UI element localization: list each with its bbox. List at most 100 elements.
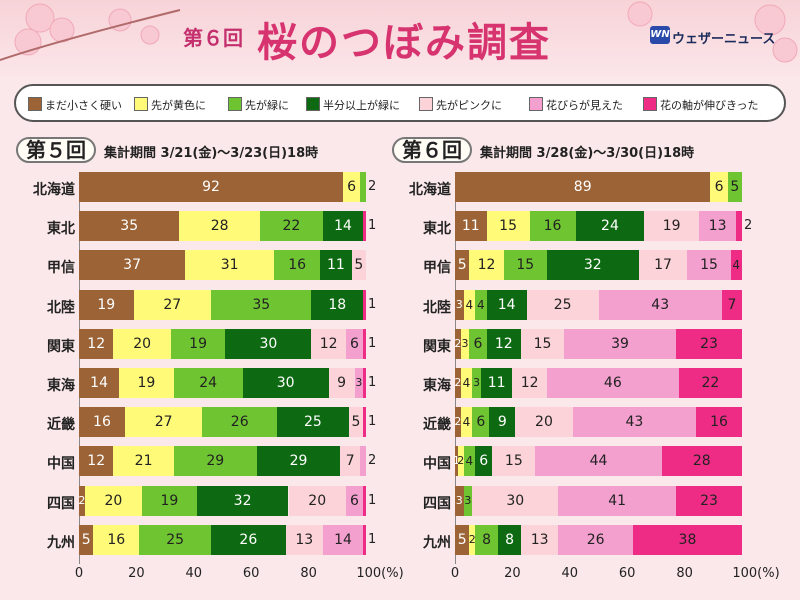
bar-segment [564, 328, 676, 359]
bar-segment [79, 172, 344, 202]
bar-segment [179, 211, 260, 242]
cherry-blossom-decoration-left [0, 3, 181, 61]
data-label: 1 [452, 454, 460, 468]
bar-segment [455, 328, 461, 359]
data-label: 4 [732, 258, 741, 273]
bar-segment [696, 407, 742, 438]
bar-segment [311, 289, 364, 320]
bar-segment [363, 368, 366, 398]
bar-segment [363, 407, 366, 438]
data-label: 20 [535, 414, 553, 431]
data-label: 6 [479, 453, 489, 470]
bar-segment [469, 328, 487, 359]
data-label: 5 [354, 257, 364, 274]
data-label: 4 [476, 297, 485, 312]
bar-segment [211, 524, 286, 555]
data-label: 25 [166, 531, 185, 548]
data-label: 35 [120, 218, 139, 235]
bar-segment [288, 485, 346, 516]
legend-label: 半分以上が緑に [323, 99, 400, 112]
data-label: 19 [137, 375, 156, 391]
bar-segment [503, 250, 547, 281]
data-label: 2 [454, 376, 462, 389]
bar-segment [351, 250, 366, 281]
tick-label: 80 [300, 566, 317, 581]
data-label: 8 [505, 531, 514, 548]
data-label: 26 [239, 531, 258, 548]
bar-segment [710, 172, 728, 202]
bar-segment [202, 407, 278, 438]
data-label: 29 [206, 453, 225, 470]
bar-segment [463, 446, 476, 477]
tick-label: 100(%) [356, 566, 404, 581]
data-label: 28 [692, 453, 711, 470]
bar-segment [546, 368, 679, 398]
data-label: 25 [553, 296, 572, 313]
data-label: 24 [601, 218, 619, 235]
data-label: 11 [487, 375, 506, 391]
bar-segment [139, 524, 212, 555]
legend-swatch [228, 97, 242, 111]
data-label: 2 [744, 218, 753, 234]
bar-segment [558, 524, 633, 555]
bar-segment [256, 446, 341, 477]
data-label: 12 [87, 335, 106, 352]
legend-label: 先がピンクに [436, 99, 502, 112]
category-label: 四国 [423, 495, 451, 512]
bar-segment [363, 524, 366, 555]
legend-swatch [306, 97, 320, 111]
bar-segment [259, 211, 323, 242]
bar-segment [455, 368, 461, 398]
category-label: 中国 [47, 456, 75, 473]
bar-segment [79, 485, 85, 516]
bar-segment [529, 211, 576, 242]
bar-segment [455, 250, 470, 281]
data-label: 35 [252, 296, 271, 313]
bar-segment [521, 328, 565, 359]
bar-segment [730, 250, 742, 281]
data-label: 4 [462, 376, 471, 390]
bar-segment [343, 172, 361, 202]
legend-item: まだ小さく硬い [28, 97, 122, 113]
data-label: 22 [282, 218, 301, 235]
category-label: 関東 [423, 338, 451, 355]
tick-label: 60 [242, 566, 260, 581]
category-label: 関東 [47, 338, 75, 355]
bar-segment [79, 446, 114, 477]
page-title: 桜のつぼみ調査 [257, 20, 551, 66]
data-label: 1 [368, 218, 377, 234]
period-label: 集計期間 3/28(金)〜3/30(日)18時 [480, 146, 695, 161]
bar-segment [598, 289, 722, 320]
data-label: 4 [462, 415, 471, 430]
category-label: 東北 [423, 221, 451, 238]
tick-label: 40 [561, 566, 579, 581]
bar-segment [512, 368, 547, 398]
data-label: 37 [123, 257, 141, 274]
bar-segment [79, 407, 125, 438]
data-label: 25 [303, 414, 322, 431]
bar-segment [455, 211, 487, 242]
data-label: 6 [350, 335, 359, 352]
bar-segment [460, 407, 473, 438]
data-label: 14 [334, 218, 352, 235]
bar-segment [687, 250, 731, 281]
data-label: 16 [710, 414, 728, 431]
legend-swatch [643, 97, 657, 111]
period-label: 集計期間 3/21(金)〜3/23(日)18時 [104, 146, 319, 161]
bar-segment [455, 485, 464, 516]
bar-segment [546, 250, 639, 281]
bar-segment [472, 485, 559, 516]
bar-segment [727, 172, 742, 202]
bar-segment [348, 407, 364, 438]
bar-segment [475, 289, 487, 320]
legend-swatch [134, 97, 148, 111]
bar-segment [526, 289, 599, 320]
data-label: 12 [477, 257, 496, 274]
bar-segment [492, 446, 536, 477]
data-label: 18 [328, 296, 347, 313]
category-label: 東北 [47, 221, 75, 238]
bar-segment [79, 211, 180, 242]
cherry-blossom-decoration-right [627, 1, 798, 63]
legend-swatch [28, 97, 42, 111]
bar-segment [486, 328, 521, 359]
